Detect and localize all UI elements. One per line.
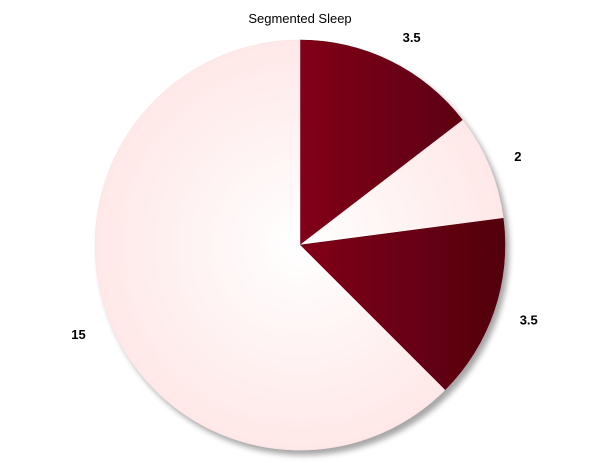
pie-slice-label-1: 3.5 <box>403 30 421 45</box>
pie-slice-label-2: 2 <box>514 149 521 164</box>
pie-slice-label-3: 3.5 <box>520 313 538 328</box>
pie-slice-2 <box>299 119 504 246</box>
pie-labels: 3.5 2 3.5 15 <box>71 30 538 342</box>
pie-slices <box>94 39 506 451</box>
pie-slice-label-4: 15 <box>71 327 85 342</box>
chart-title: Segmented Sleep <box>248 11 351 26</box>
pie-slice-4 <box>94 39 446 451</box>
pie-slice-3 <box>299 217 506 391</box>
pie-slice-1 <box>299 39 463 246</box>
